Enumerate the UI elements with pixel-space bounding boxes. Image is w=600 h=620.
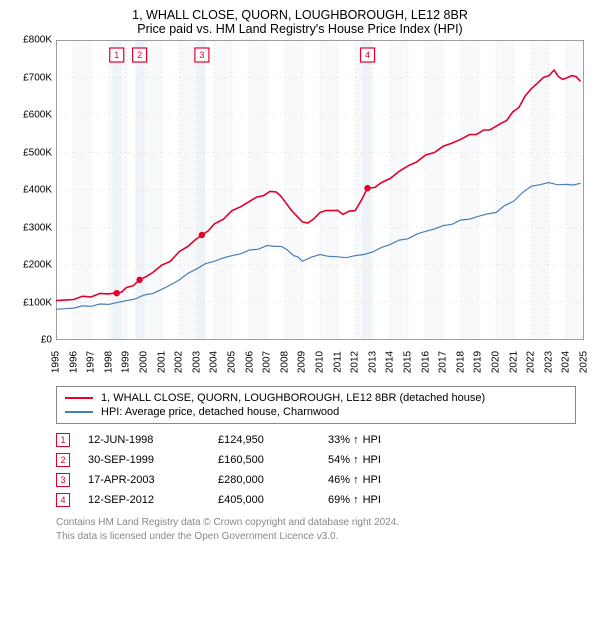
x-tick-label: 2012 xyxy=(350,351,361,373)
x-tick-label: 1999 xyxy=(121,351,132,373)
x-axis: 1995199619971998199920002001200220032004… xyxy=(56,342,584,380)
tx-date: 12-SEP-2012 xyxy=(88,494,218,506)
x-tick-label: 2025 xyxy=(579,351,590,373)
tx-date: 30-SEP-1999 xyxy=(88,454,218,466)
y-axis: £0£100K£200K£300K£400K£500K£600K£700K£80… xyxy=(10,40,56,380)
legend-label: 1, WHALL CLOSE, QUORN, LOUGHBOROUGH, LE1… xyxy=(101,392,485,404)
tx-date: 12-JUN-1998 xyxy=(88,434,218,446)
x-tick-label: 2006 xyxy=(244,351,255,373)
transaction-row: 2 30-SEP-1999£160,50054% ↑HPI xyxy=(56,450,576,470)
x-tick-label: 2013 xyxy=(367,351,378,373)
tx-price: £160,500 xyxy=(218,454,328,466)
tx-price: £124,950 xyxy=(218,434,328,446)
tx-pct: 54% ↑HPI xyxy=(328,454,428,466)
legend: 1, WHALL CLOSE, QUORN, LOUGHBOROUGH, LE1… xyxy=(56,386,576,424)
plot-area: 1 2 3 4 xyxy=(56,40,584,340)
x-tick-label: 2017 xyxy=(438,351,449,373)
tx-marker: 2 xyxy=(56,453,70,467)
tx-price: £405,000 xyxy=(218,494,328,506)
transaction-row: 1 12-JUN-1998£124,95033% ↑HPI xyxy=(56,430,576,450)
tx-marker: 4 xyxy=(56,493,70,507)
y-tick-label: £600K xyxy=(23,110,52,121)
x-tick-label: 1997 xyxy=(86,351,97,373)
x-tick-label: 2008 xyxy=(279,351,290,373)
title-sub: Price paid vs. HM Land Registry's House … xyxy=(10,22,590,36)
x-tick-label: 2015 xyxy=(403,351,414,373)
y-tick-label: £200K xyxy=(23,260,52,271)
x-tick-label: 2001 xyxy=(156,351,167,373)
x-tick-label: 1996 xyxy=(68,351,79,373)
y-tick-label: £400K xyxy=(23,185,52,196)
x-tick-label: 2016 xyxy=(420,351,431,373)
tx-marker: 3 xyxy=(56,473,70,487)
legend-swatch xyxy=(65,411,93,413)
transaction-row: 3 17-APR-2003£280,00046% ↑HPI xyxy=(56,470,576,490)
tx-price: £280,000 xyxy=(218,474,328,486)
legend-swatch xyxy=(65,397,93,399)
tx-date: 17-APR-2003 xyxy=(88,474,218,486)
tx-pct: 33% ↑HPI xyxy=(328,434,428,446)
y-tick-label: £100K xyxy=(23,297,52,308)
svg-text:1: 1 xyxy=(114,50,119,60)
up-arrow-icon: ↑ xyxy=(353,494,359,506)
footer-line1: Contains HM Land Registry data © Crown c… xyxy=(56,516,590,530)
x-tick-label: 2010 xyxy=(315,351,326,373)
x-tick-label: 1998 xyxy=(103,351,114,373)
x-tick-label: 1995 xyxy=(51,351,62,373)
x-tick-label: 2024 xyxy=(561,351,572,373)
x-tick-label: 2005 xyxy=(227,351,238,373)
x-tick-label: 2000 xyxy=(139,351,150,373)
y-tick-label: £700K xyxy=(23,72,52,83)
x-tick-label: 2009 xyxy=(297,351,308,373)
x-tick-label: 2018 xyxy=(455,351,466,373)
x-tick-label: 2004 xyxy=(209,351,220,373)
title-main: 1, WHALL CLOSE, QUORN, LOUGHBOROUGH, LE1… xyxy=(10,8,590,22)
footer-line2: This data is licensed under the Open Gov… xyxy=(56,530,590,544)
footer-attribution: Contains HM Land Registry data © Crown c… xyxy=(56,516,590,543)
tx-pct: 46% ↑HPI xyxy=(328,474,428,486)
tx-marker: 1 xyxy=(56,433,70,447)
x-tick-label: 2002 xyxy=(174,351,185,373)
y-tick-label: £0 xyxy=(41,335,52,346)
up-arrow-icon: ↑ xyxy=(353,454,359,466)
legend-row: HPI: Average price, detached house, Char… xyxy=(65,405,567,419)
x-tick-label: 2019 xyxy=(473,351,484,373)
legend-label: HPI: Average price, detached house, Char… xyxy=(101,406,339,418)
svg-text:4: 4 xyxy=(365,50,370,60)
transaction-table: 1 12-JUN-1998£124,95033% ↑HPI 2 30-SEP-1999… xyxy=(56,430,576,510)
x-tick-label: 2003 xyxy=(191,351,202,373)
transaction-row: 4 12-SEP-2012£405,00069% ↑HPI xyxy=(56,490,576,510)
x-tick-label: 2020 xyxy=(491,351,502,373)
y-tick-label: £300K xyxy=(23,222,52,233)
y-tick-label: £500K xyxy=(23,147,52,158)
y-tick-label: £800K xyxy=(23,35,52,46)
tx-pct: 69% ↑HPI xyxy=(328,494,428,506)
up-arrow-icon: ↑ xyxy=(353,434,359,446)
x-tick-label: 2014 xyxy=(385,351,396,373)
x-tick-label: 2021 xyxy=(508,351,519,373)
svg-text:3: 3 xyxy=(199,50,204,60)
x-tick-label: 2022 xyxy=(526,351,537,373)
x-tick-label: 2007 xyxy=(262,351,273,373)
up-arrow-icon: ↑ xyxy=(353,474,359,486)
price-chart: £0£100K£200K£300K£400K£500K£600K£700K£80… xyxy=(10,40,590,380)
legend-row: 1, WHALL CLOSE, QUORN, LOUGHBOROUGH, LE1… xyxy=(65,391,567,405)
x-tick-label: 2023 xyxy=(543,351,554,373)
svg-text:2: 2 xyxy=(137,50,142,60)
x-tick-label: 2011 xyxy=(332,351,343,373)
